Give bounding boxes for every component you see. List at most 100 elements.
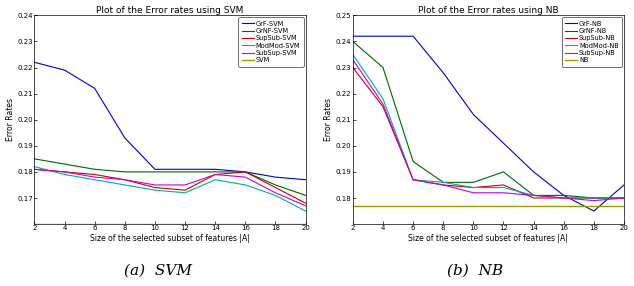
GrNF-SVM <box>181 170 189 174</box>
ModMod-SVM <box>242 183 249 187</box>
SVM <box>30 223 38 226</box>
GrF-NB <box>530 170 538 174</box>
Legend: GrF-NB, GrNF-NB, SupSub-NB, ModMod-NB, SubSup-NB, NB: GrF-NB, GrNF-NB, SupSub-NB, ModMod-NB, S… <box>562 17 622 67</box>
ModMod-NB <box>530 194 538 197</box>
NB <box>349 204 357 208</box>
SubSup-SVM <box>302 204 309 208</box>
ModMod-SVM <box>121 183 129 187</box>
ModMod-SVM <box>91 178 98 181</box>
Y-axis label: Error Rates: Error Rates <box>6 98 15 141</box>
GrF-NB <box>379 35 387 38</box>
SupSub-SVM <box>272 186 280 189</box>
ModMod-NB <box>379 97 387 101</box>
GrF-NB <box>590 209 598 213</box>
ModMod-SVM <box>302 209 309 213</box>
Line: GrNF-NB: GrNF-NB <box>353 41 624 198</box>
GrF-SVM <box>121 136 129 140</box>
ModMod-SVM <box>211 178 219 181</box>
SupSub-NB <box>379 105 387 108</box>
SubSup-NB <box>500 191 507 194</box>
ModMod-NB <box>439 181 447 184</box>
NB <box>439 204 447 208</box>
GrF-SVM <box>242 170 249 174</box>
SubSup-NB <box>439 183 447 187</box>
Y-axis label: Error Rates: Error Rates <box>324 98 333 141</box>
GrF-SVM <box>181 168 189 171</box>
SupSub-NB <box>470 186 477 189</box>
SubSup-SVM <box>181 183 189 187</box>
X-axis label: Size of the selected subset of features |A|: Size of the selected subset of features … <box>90 234 250 243</box>
SupSub-SVM <box>121 178 129 181</box>
SubSup-NB <box>349 58 357 61</box>
GrF-NB <box>439 71 447 74</box>
GrF-NB <box>560 194 567 197</box>
GrNF-NB <box>379 66 387 69</box>
SVM <box>211 223 219 226</box>
SupSub-SVM <box>211 173 219 176</box>
SubSup-SVM <box>61 170 68 174</box>
SVM <box>272 223 280 226</box>
GrF-NB <box>349 35 357 38</box>
SVM <box>151 223 158 226</box>
GrF-SVM <box>61 68 68 72</box>
SVM <box>302 223 309 226</box>
Line: ModMod-SVM: ModMod-SVM <box>34 167 306 211</box>
GrNF-SVM <box>211 170 219 174</box>
GrF-SVM <box>151 168 158 171</box>
Line: GrF-NB: GrF-NB <box>353 36 624 211</box>
SupSub-NB <box>590 196 598 200</box>
Title: Plot of the Error rates using SVM: Plot of the Error rates using SVM <box>96 5 243 15</box>
ModMod-NB <box>590 196 598 200</box>
GrF-NB <box>410 35 417 38</box>
SubSup-NB <box>410 178 417 181</box>
SubSup-NB <box>620 196 628 200</box>
NB <box>620 204 628 208</box>
SupSub-NB <box>349 66 357 69</box>
GrNF-SVM <box>91 168 98 171</box>
NB <box>500 204 507 208</box>
SVM <box>121 223 129 226</box>
SupSub-NB <box>439 183 447 187</box>
GrNF-SVM <box>121 170 129 174</box>
SupSub-NB <box>620 196 628 200</box>
GrF-SVM <box>91 87 98 90</box>
SupSub-SVM <box>30 168 38 171</box>
SubSup-NB <box>379 102 387 106</box>
ModMod-NB <box>500 186 507 189</box>
SupSub-SVM <box>181 188 189 192</box>
ModMod-NB <box>620 196 628 200</box>
GrF-SVM <box>211 168 219 171</box>
Line: GrF-SVM: GrF-SVM <box>34 62 306 180</box>
ModMod-SVM <box>181 191 189 194</box>
ModMod-NB <box>470 186 477 189</box>
SupSub-SVM <box>61 170 68 174</box>
SupSub-NB <box>500 183 507 187</box>
GrNF-NB <box>470 181 477 184</box>
ModMod-SVM <box>272 194 280 197</box>
Line: SubSup-NB: SubSup-NB <box>353 60 624 200</box>
GrNF-NB <box>410 160 417 163</box>
GrNF-NB <box>590 196 598 200</box>
Line: GrNF-SVM: GrNF-SVM <box>34 159 306 195</box>
SubSup-SVM <box>151 183 158 187</box>
NB <box>470 204 477 208</box>
SupSub-SVM <box>151 186 158 189</box>
SVM <box>91 223 98 226</box>
NB <box>410 204 417 208</box>
SubSup-SVM <box>272 191 280 194</box>
GrF-NB <box>620 183 628 187</box>
Legend: GrF-SVM, GrNF-SVM, SupSub-SVM, ModMod-SVM, SubSup-SVM, SVM: GrF-SVM, GrNF-SVM, SupSub-SVM, ModMod-SV… <box>238 17 304 67</box>
SubSup-SVM <box>211 173 219 176</box>
SupSub-NB <box>530 196 538 200</box>
GrNF-NB <box>439 181 447 184</box>
GrNF-SVM <box>272 183 280 187</box>
SVM <box>61 223 68 226</box>
SubSup-SVM <box>30 168 38 171</box>
GrNF-SVM <box>61 162 68 166</box>
GrNF-NB <box>560 194 567 197</box>
SupSub-SVM <box>242 170 249 174</box>
GrF-NB <box>470 113 477 116</box>
ModMod-SVM <box>61 173 68 176</box>
GrF-NB <box>500 142 507 145</box>
GrF-SVM <box>30 61 38 64</box>
